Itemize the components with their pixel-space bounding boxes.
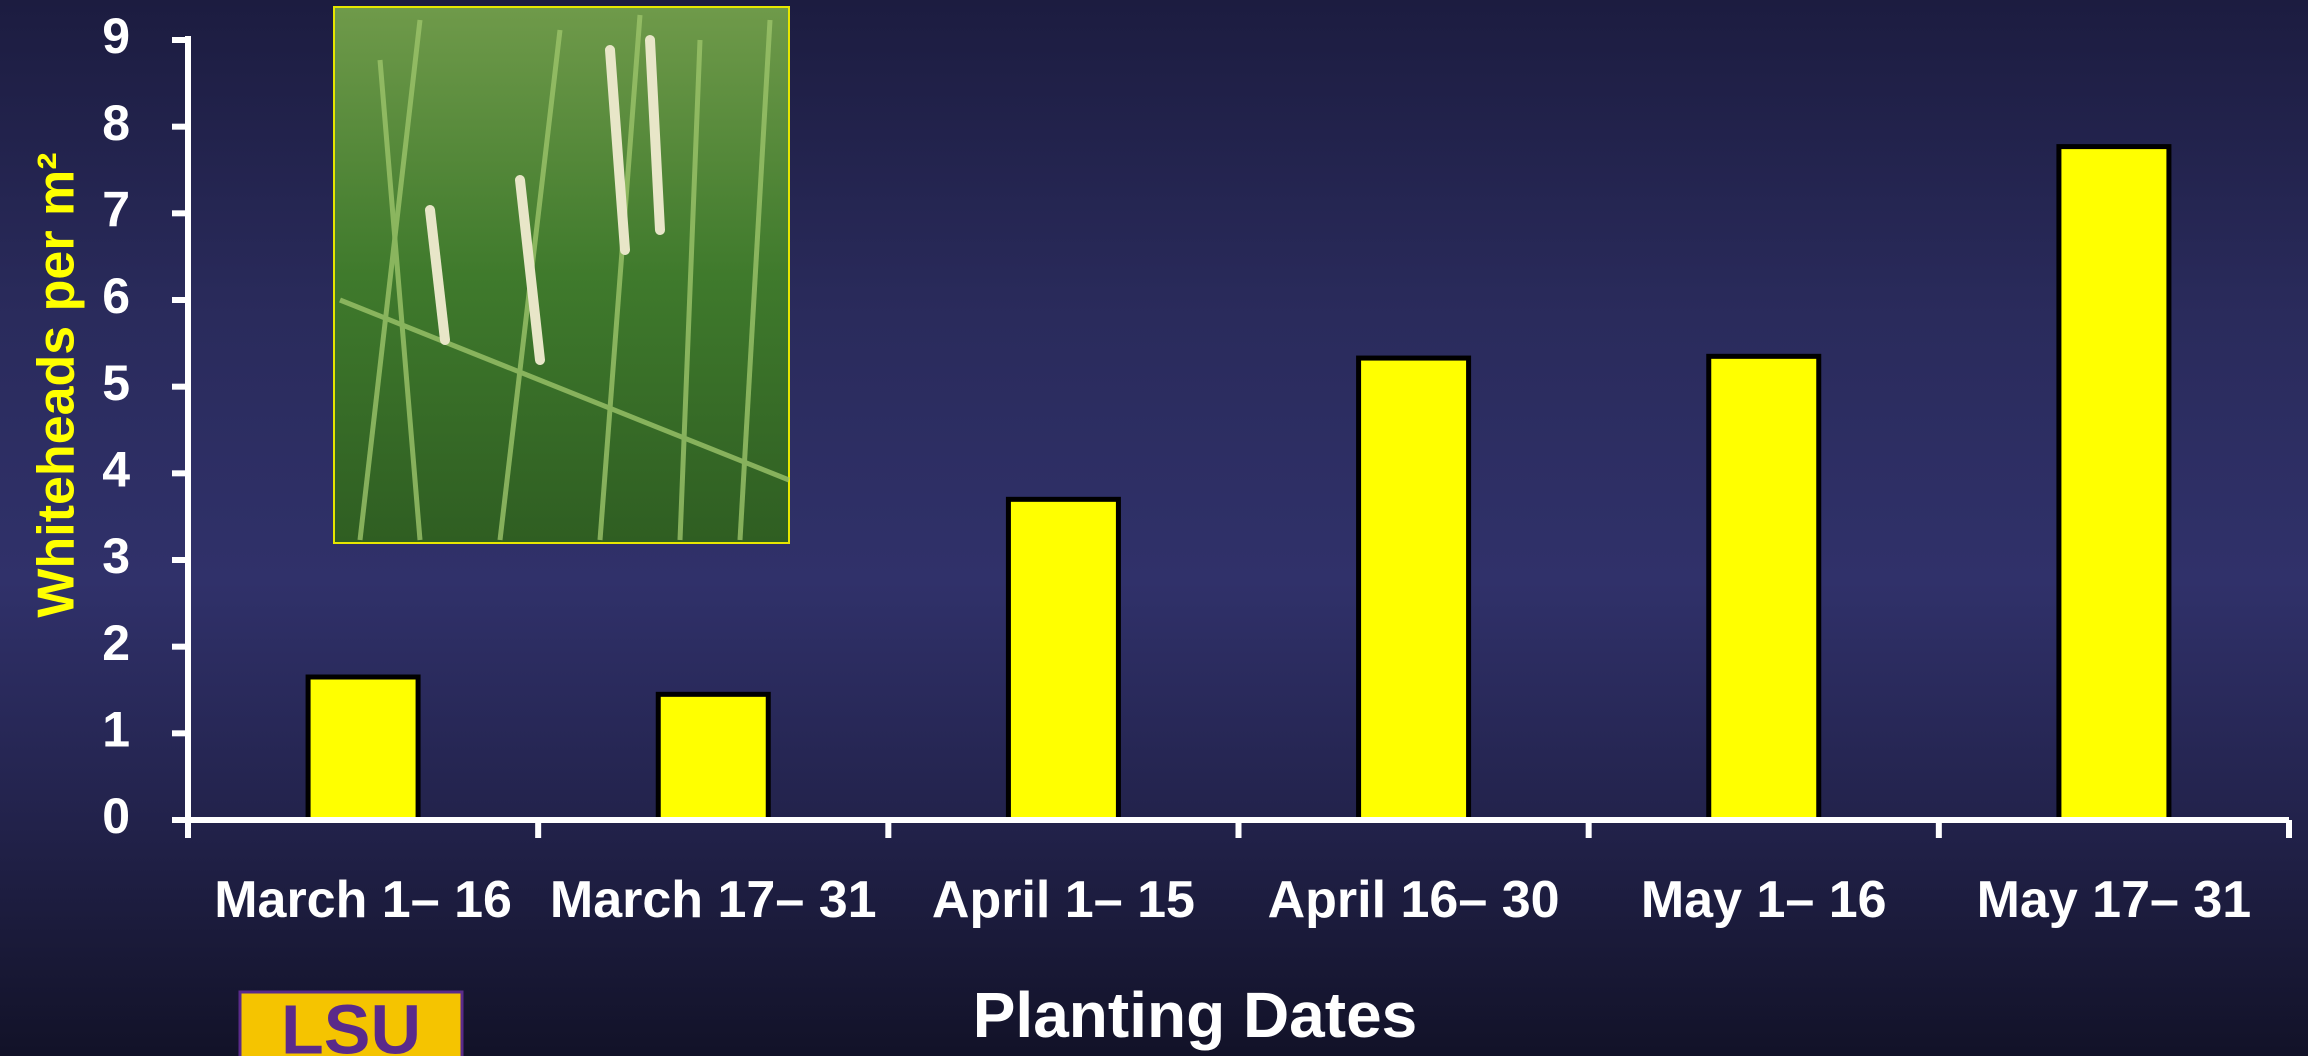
y-tick-label: 4: [102, 442, 130, 498]
x-tick-label: May 1– 16: [1640, 871, 1887, 929]
bar: [1356, 355, 1472, 823]
x-axis-title: Planting Dates: [973, 979, 1418, 1051]
bar: [2056, 144, 2172, 823]
x-tick-label: April 16– 30: [1267, 871, 1560, 929]
y-tick-label: 2: [102, 615, 130, 671]
logo-text: LSU: [281, 990, 421, 1056]
y-axis-title: Whiteheads per m²: [28, 152, 86, 617]
y-tick-label: 9: [102, 8, 130, 64]
bar: [1005, 496, 1121, 823]
y-tick-label: 3: [102, 528, 130, 584]
y-tick-label: 8: [102, 95, 130, 151]
bar: [305, 674, 421, 823]
x-tick-label: April 1– 15: [931, 871, 1195, 929]
y-tick-label: 7: [102, 182, 130, 238]
x-tick-label: March 17– 31: [549, 871, 877, 929]
y-tick-label: 5: [102, 355, 130, 411]
y-tick-label: 6: [102, 268, 130, 324]
x-tick-label: March 1– 16: [214, 871, 512, 929]
x-tick-label: May 17– 31: [1976, 871, 2252, 929]
y-tick-label: 0: [102, 788, 130, 844]
bar: [1706, 353, 1822, 823]
logo: LSU: [238, 990, 464, 1056]
y-tick-label: 1: [102, 702, 130, 758]
photo: [333, 6, 790, 544]
bar: [655, 691, 771, 823]
